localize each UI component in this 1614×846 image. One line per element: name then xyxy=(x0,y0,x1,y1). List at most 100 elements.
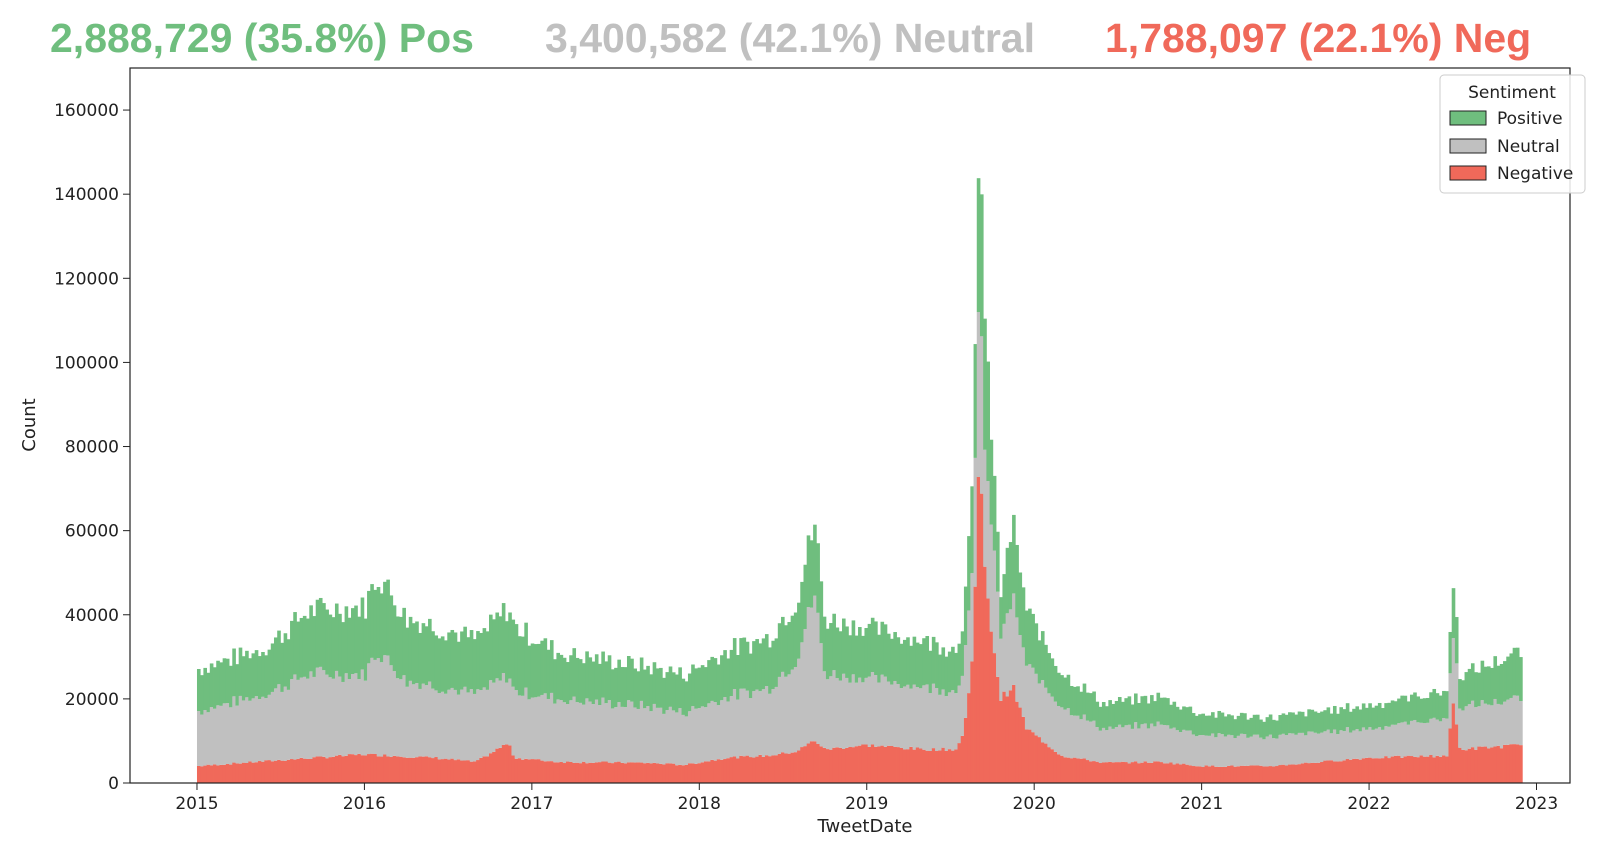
bar-positive-week-201 xyxy=(841,618,846,674)
bar-positive-week-328 xyxy=(1249,717,1254,737)
bar-positive-week-64 xyxy=(402,607,406,676)
bar-neutral-week-269 xyxy=(1060,707,1064,756)
bar-positive-week-364 xyxy=(1365,707,1369,730)
bar-positive-week-404 xyxy=(1493,656,1498,699)
bar-negative-week-286 xyxy=(1114,762,1119,783)
bar-neutral-week-200 xyxy=(838,680,843,748)
bar-positive-week-352 xyxy=(1326,707,1331,730)
y-tick-label-100000: 100000 xyxy=(54,353,119,373)
bar-positive-week-368 xyxy=(1377,702,1382,728)
bar-positive-week-390 xyxy=(1448,631,1453,674)
bar-positive-week-179 xyxy=(771,640,775,690)
bar-positive-week-214 xyxy=(883,624,888,677)
bar-neutral-week-364 xyxy=(1365,729,1369,758)
bar-positive-week-168 xyxy=(736,655,740,700)
bar-neutral-week-366 xyxy=(1371,729,1376,759)
bar-positive-week-253 xyxy=(1008,542,1013,610)
bar-neutral-week-52 xyxy=(363,680,368,756)
bar-neutral-week-61 xyxy=(392,671,397,756)
bar-negative-week-194 xyxy=(819,746,824,783)
bar-positive-week-324 xyxy=(1236,715,1241,736)
bar-neutral-week-217 xyxy=(893,680,897,747)
bar-positive-week-107 xyxy=(540,640,544,695)
bar-negative-week-201 xyxy=(841,748,846,783)
bar-negative-week-353 xyxy=(1329,760,1334,783)
bar-negative-week-212 xyxy=(877,746,881,783)
bar-negative-week-377 xyxy=(1406,755,1411,783)
bar-negative-week-378 xyxy=(1409,756,1414,783)
bar-neutral-week-110 xyxy=(549,692,554,762)
bar-neutral-week-99 xyxy=(514,690,519,759)
bar-neutral-week-253 xyxy=(1008,609,1013,691)
bar-neutral-week-409 xyxy=(1509,697,1514,745)
x-tick-label-2017: 2017 xyxy=(510,794,553,814)
bar-positive-week-281 xyxy=(1098,706,1103,731)
bar-neutral-week-224 xyxy=(915,687,920,748)
bar-negative-week-95 xyxy=(501,744,506,783)
bar-negative-week-242 xyxy=(973,586,978,783)
bar-neutral-week-197 xyxy=(829,676,833,750)
bar-positive-week-314 xyxy=(1204,715,1209,736)
bar-negative-week-108 xyxy=(543,761,548,783)
bar-negative-week-327 xyxy=(1246,765,1250,783)
bar-positive-week-59 xyxy=(386,579,390,656)
bar-neutral-week-162 xyxy=(716,705,721,760)
bar-negative-week-326 xyxy=(1243,765,1247,783)
bar-positive-week-87 xyxy=(476,631,480,690)
bar-neutral-week-20 xyxy=(261,696,265,762)
bar-negative-week-46 xyxy=(344,755,349,783)
legend-label-positive: Positive xyxy=(1497,109,1563,129)
bar-neutral-week-403 xyxy=(1490,705,1494,748)
bar-positive-week-297 xyxy=(1150,695,1154,724)
bar-neutral-week-312 xyxy=(1198,735,1202,767)
bar-negative-week-188 xyxy=(800,747,804,783)
bar-neutral-week-304 xyxy=(1172,727,1177,765)
bar-positive-week-138 xyxy=(639,657,644,701)
bar-neutral-week-97 xyxy=(508,678,512,746)
bar-neutral-week-79 xyxy=(450,687,455,759)
bar-positive-week-234 xyxy=(947,651,952,693)
bar-neutral-week-379 xyxy=(1413,719,1417,757)
bar-negative-week-237 xyxy=(957,743,962,783)
bar-positive-week-289 xyxy=(1124,698,1128,726)
bar-neutral-week-80 xyxy=(453,689,458,761)
bar-negative-week-307 xyxy=(1182,763,1186,783)
bar-negative-week-173 xyxy=(752,757,756,783)
bar-neutral-week-263 xyxy=(1040,680,1045,743)
bar-positive-week-203 xyxy=(848,635,853,683)
bar-negative-week-68 xyxy=(415,757,419,783)
bar-positive-week-207 xyxy=(861,635,865,683)
bar-positive-week-24 xyxy=(273,637,278,689)
bar-positive-week-136 xyxy=(633,668,638,708)
bar-positive-week-308 xyxy=(1185,707,1189,731)
bar-negative-week-122 xyxy=(588,762,593,783)
bar-neutral-week-344 xyxy=(1300,732,1305,764)
bar-neutral-week-8 xyxy=(222,703,227,765)
bar-negative-week-258 xyxy=(1024,729,1029,783)
bar-neutral-week-159 xyxy=(707,703,711,762)
bar-negative-week-73 xyxy=(431,758,435,783)
bar-neutral-week-46 xyxy=(344,673,349,756)
bar-positive-week-292 xyxy=(1134,693,1138,723)
bar-neutral-week-276 xyxy=(1082,714,1087,759)
bar-positive-week-286 xyxy=(1114,700,1119,728)
bar-neutral-week-320 xyxy=(1223,736,1228,767)
bar-positive-week-325 xyxy=(1239,712,1244,734)
bar-neutral-week-280 xyxy=(1095,727,1100,762)
bar-negative-week-260 xyxy=(1031,732,1035,783)
bar-neutral-week-121 xyxy=(585,698,589,764)
bar-negative-week-164 xyxy=(723,759,727,783)
bar-negative-week-365 xyxy=(1368,757,1372,783)
bar-negative-week-81 xyxy=(456,759,461,783)
bar-positive-week-359 xyxy=(1349,711,1353,733)
bar-neutral-week-338 xyxy=(1281,733,1286,765)
bar-negative-week-223 xyxy=(912,749,917,783)
bar-negative-week-253 xyxy=(1008,690,1013,783)
bar-negative-week-116 xyxy=(569,761,573,783)
bar-positive-week-4 xyxy=(209,663,214,708)
bar-positive-week-170 xyxy=(742,637,747,689)
bar-neutral-week-173 xyxy=(752,691,756,758)
bar-neutral-week-198 xyxy=(832,670,836,748)
bar-neutral-week-329 xyxy=(1252,734,1257,766)
bar-neutral-week-193 xyxy=(816,612,820,744)
